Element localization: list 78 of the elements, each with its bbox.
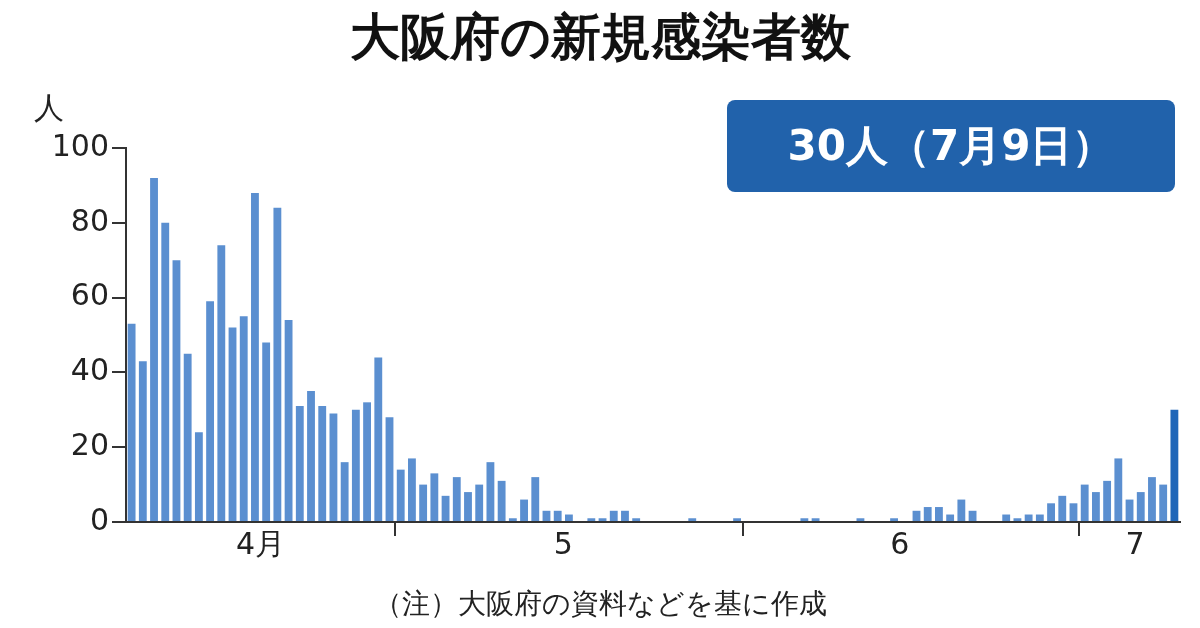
bar [251,192,259,521]
y-tick-label: 20 [70,427,109,462]
bar [419,484,428,521]
bar [217,245,226,521]
bar [452,477,461,521]
bar [1047,503,1055,521]
bar [1080,484,1089,521]
bar [553,510,562,521]
bar [957,499,966,521]
bar [632,518,641,521]
bar [598,518,607,521]
bar [564,514,573,521]
bar [497,480,506,521]
bar [923,507,932,521]
bar [396,469,405,521]
bar [1058,495,1067,521]
bar [1024,514,1033,521]
bar [150,177,158,521]
bar [1136,492,1145,521]
bar [1159,484,1168,521]
bar [520,499,528,521]
y-axis-title: 人 [34,89,64,127]
bar [1091,492,1100,521]
bar [1035,514,1044,521]
y-tick-label: 80 [70,202,109,238]
bar [935,507,943,521]
bar [363,402,371,521]
bar [351,409,360,521]
annotation: 30人（7月9日） [727,100,1175,192]
x-tick-label: 6 [890,525,910,561]
bar [1170,409,1179,521]
y-tick-label: 0 [89,501,109,537]
bar [1002,514,1011,521]
bar [138,361,147,521]
y-tick-label: 100 [51,127,109,163]
bar [587,518,596,521]
bar [811,518,820,521]
bar [408,458,416,521]
x-tick-label: 4月 [236,525,286,561]
bar [464,492,472,521]
bar [531,477,540,521]
bar [890,518,898,521]
bar [688,518,697,521]
bar [206,301,215,521]
bar [307,391,315,521]
bar [733,518,742,521]
bar [800,518,809,521]
bar [1148,477,1156,521]
bar [340,462,349,521]
bar [1114,458,1123,521]
text: （注）大阪府の資料などを基に作成 [372,586,828,622]
bar [475,484,484,521]
bar [318,406,327,521]
bar [374,357,383,521]
bar [946,514,955,521]
bar [1103,480,1112,521]
chart-title: 大阪府の新規感染者数 [348,7,852,68]
bar [1013,518,1022,521]
bar [1069,503,1078,521]
x-tick-label: 5 [553,525,573,561]
bar [295,406,304,521]
bar [430,473,439,521]
bar [486,462,495,521]
y-tick-label: 60 [70,277,109,313]
bar [127,323,136,521]
bar [161,222,170,521]
bar [621,510,629,521]
bar [262,342,271,521]
y-tick-label: 40 [70,352,109,388]
bar [273,207,282,521]
bar [194,432,203,521]
bar [239,316,248,521]
bar [183,353,192,521]
x-tick-label: 7 [1125,525,1145,561]
bar [284,320,293,521]
bar [609,510,618,521]
bar [856,518,865,521]
bar [508,518,517,521]
